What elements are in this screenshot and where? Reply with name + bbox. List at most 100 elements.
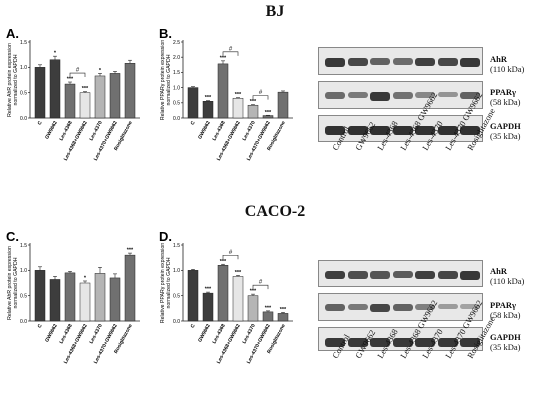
significance-label: ***: [67, 77, 74, 83]
x-tick-label: C: [37, 120, 44, 126]
blot-band: [347, 92, 368, 99]
x-tick-label: C: [190, 120, 197, 126]
bar: [49, 59, 61, 119]
x-tick-label: Les-4368: [211, 120, 226, 142]
comparison-bracket: [252, 95, 269, 100]
blot-band: [347, 126, 368, 135]
y-tick-label: 0.0: [20, 319, 27, 325]
significance-label: ***: [205, 95, 212, 101]
x-tick-label: Les-4368: [211, 323, 226, 345]
comparison-bracket: [252, 284, 269, 290]
blot-band: [347, 304, 368, 311]
significance-label: ***: [235, 92, 242, 98]
bar: [232, 97, 244, 119]
y-axis-label: Relative PPARγ protein expressionnormali…: [160, 40, 172, 120]
x-tick-label: Les-4368: [58, 323, 73, 345]
bar: [262, 115, 274, 119]
y-tick-label: 0.0: [20, 116, 27, 122]
blot-band: [370, 126, 390, 135]
y-tick-label: 0.5: [20, 293, 27, 299]
chart-d: D.Relative PPARγ protein expressionnorma…: [159, 229, 293, 365]
blot-band: [460, 92, 480, 99]
y-tick-label: 1.0: [173, 85, 180, 91]
y-tick-label: 2.0: [173, 55, 180, 61]
bar: [187, 270, 199, 322]
y-tick-label: 1.0: [173, 268, 180, 274]
y-label-line: Relative PPARγ protein expression: [160, 243, 166, 323]
y-tick-label: 1.5: [20, 40, 27, 46]
significance-label: ***: [250, 99, 257, 105]
blot-band: [347, 58, 368, 66]
y-tick-label: 0.0: [173, 116, 180, 122]
x-tick-label: GW9662: [44, 323, 59, 343]
bracket-label: #: [259, 90, 263, 96]
blot-band: [415, 92, 435, 98]
blot-band: [325, 271, 345, 280]
y-tick-label: 0.5: [20, 90, 27, 96]
bar: [79, 282, 91, 322]
blot-row-gapdh: [318, 115, 483, 142]
chart-b: B.Relative PPARγ protein expressionnorma…: [159, 26, 293, 162]
bar: [202, 292, 214, 322]
chart-c: C. Relative AhR protein expressionnormali…: [6, 229, 140, 365]
y-tick-label: 0.5: [173, 101, 180, 107]
bar: [262, 311, 274, 322]
blot-label-gapdh: GAPDH (35 kDa): [490, 332, 521, 352]
x-tick-label: C: [190, 323, 197, 329]
panel-letter: B.: [159, 26, 172, 41]
significance-label: ***: [220, 259, 227, 265]
significance-label: ***: [220, 55, 227, 61]
bar: [34, 270, 46, 322]
title-bj: BJ: [265, 3, 285, 20]
comparison-bracket: [69, 72, 86, 78]
blot-band: [437, 58, 458, 66]
y-tick-label: 0.5: [173, 293, 180, 299]
x-tick-label: GW9662: [44, 120, 59, 140]
blot-band: [370, 338, 390, 347]
y-tick-label: 1.0: [20, 268, 27, 274]
y-tick-label: 1.5: [20, 243, 27, 249]
blot-band: [437, 92, 458, 98]
panel-letter: D.: [159, 229, 172, 244]
bar: [247, 295, 259, 322]
blot-row-ppar: [318, 293, 483, 321]
significance-label: *: [99, 68, 102, 74]
blot-band: [347, 338, 368, 347]
comparison-bracket: [222, 51, 239, 56]
blot-band: [460, 58, 480, 67]
blot-band: [415, 304, 435, 310]
blot-band: [392, 92, 413, 99]
y-tick-label: 0.0: [173, 319, 180, 325]
bar: [109, 277, 121, 322]
blot-band: [325, 58, 345, 67]
y-axis-label: Relative AhR protein expressionnormalize…: [7, 246, 19, 320]
blot-band: [325, 92, 345, 99]
blot-row-ahr: [318, 47, 483, 75]
y-label-line: Relative AhR protein expression: [7, 246, 13, 320]
blot-band: [325, 126, 345, 135]
x-tick-label: Les-4370: [88, 323, 103, 345]
blot-label-ahr: AhR (110 kDa): [490, 54, 525, 74]
blot-band: [370, 92, 390, 101]
blot-band: [437, 338, 458, 347]
x-tick-label: GW9662: [197, 323, 212, 343]
bar: [232, 276, 244, 322]
blot-band: [415, 126, 435, 135]
blot-row-ahr: [318, 260, 483, 287]
blot-band: [325, 304, 345, 311]
y-axis-label: Relative AhR protein expressionnormalize…: [7, 43, 19, 117]
chart-a: A. Relative AhR protein expressionnormali…: [6, 26, 140, 162]
panel-letter: C.: [6, 229, 19, 244]
y-tick-label: 1.0: [20, 65, 27, 71]
bar: [109, 73, 121, 119]
x-tick-label: Les-4370: [241, 120, 256, 142]
title-caco2: CACO-2: [244, 203, 306, 220]
blot-label-gapdh: GAPDH (35 kDa): [490, 121, 521, 141]
blot-band: [460, 271, 480, 280]
blot-row-ppar: [318, 81, 483, 109]
bracket-label: #: [259, 280, 263, 286]
blot-band: [392, 126, 413, 135]
bar: [247, 104, 259, 119]
y-tick-label: 1.5: [173, 70, 180, 76]
blot-band: [392, 58, 413, 65]
